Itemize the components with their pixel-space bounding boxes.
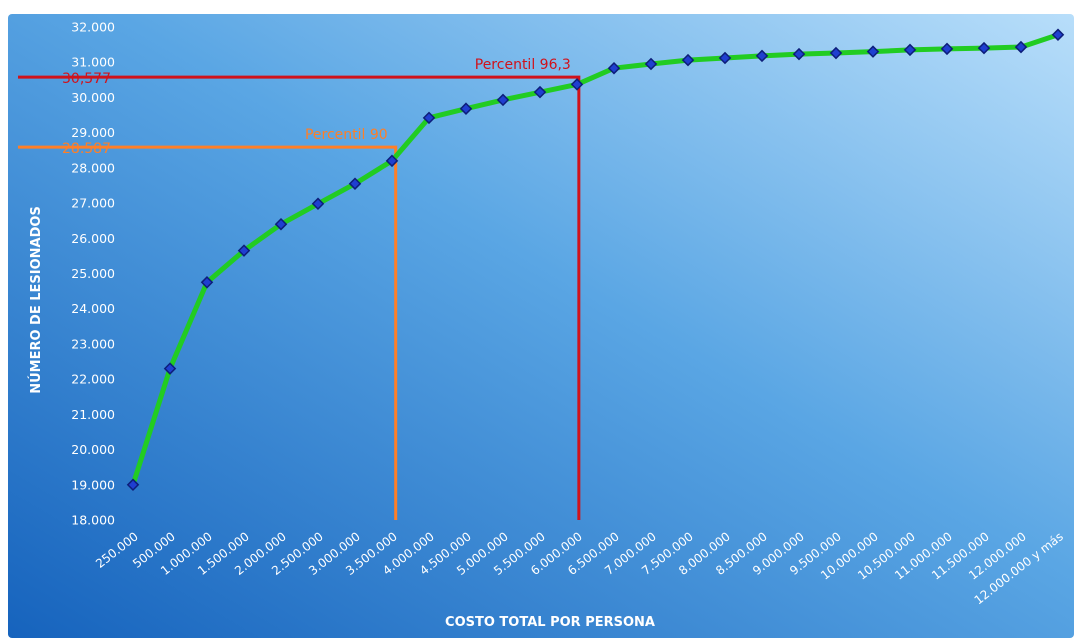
data-point (607, 61, 621, 75)
data-point (422, 111, 436, 125)
y-tick-label: 32.000 (71, 20, 115, 35)
y-tick-label: 19.000 (71, 477, 115, 492)
data-point (496, 93, 510, 107)
data-point (385, 154, 399, 168)
data-point (1014, 40, 1028, 54)
percentile-guide-line (18, 75, 581, 520)
data-point (274, 217, 288, 231)
y-axis-title: NÚMERO DE LESIONADOS (28, 206, 44, 394)
y-tick-label: 26.000 (71, 231, 115, 246)
x-axis-title: COSTO TOTAL POR PERSONA (445, 615, 655, 630)
series-line (130, 32, 1061, 488)
data-point (644, 57, 658, 71)
data-point (903, 43, 917, 57)
data-point (792, 47, 806, 61)
y-tick-label: 21.000 (71, 407, 115, 422)
percentile-value-label: 28.587 (62, 141, 111, 157)
percentile-guide-line (18, 145, 398, 520)
y-tick-label: 28.000 (71, 160, 115, 175)
data-point (718, 51, 732, 65)
y-tick-label: 29.000 (71, 125, 115, 140)
data-point (866, 45, 880, 58)
y-tick-label: 25.000 (71, 266, 115, 281)
percentile-label: Percentil 96,3 (475, 57, 571, 73)
data-point (163, 362, 177, 375)
percentile-value-label: 30,577 (62, 71, 111, 87)
data-point (311, 197, 325, 211)
y-tick-label: 31.000 (71, 55, 115, 70)
data-point (126, 478, 140, 492)
data-point (829, 46, 843, 60)
data-point (940, 42, 954, 56)
y-tick-label: 22.000 (71, 372, 115, 387)
y-tick-label: 30.000 (71, 90, 115, 105)
y-tick-label: 27.000 (71, 196, 115, 211)
data-point (570, 78, 584, 91)
percentile-label: Percentil 90 (305, 127, 388, 143)
data-point (681, 53, 695, 67)
data-point (533, 85, 547, 99)
data-point (1051, 28, 1065, 42)
data-point (348, 177, 362, 190)
data-point (459, 102, 473, 115)
data-point (237, 244, 251, 257)
y-tick-label: 20.000 (71, 442, 115, 457)
y-tick-label: 18.000 (71, 513, 115, 528)
y-tick-label: 24.000 (71, 301, 115, 316)
data-point (977, 41, 991, 55)
y-tick-label: 23.000 (71, 336, 115, 351)
data-point (755, 49, 769, 63)
data-point (200, 276, 214, 289)
plot-panel (8, 14, 1074, 638)
